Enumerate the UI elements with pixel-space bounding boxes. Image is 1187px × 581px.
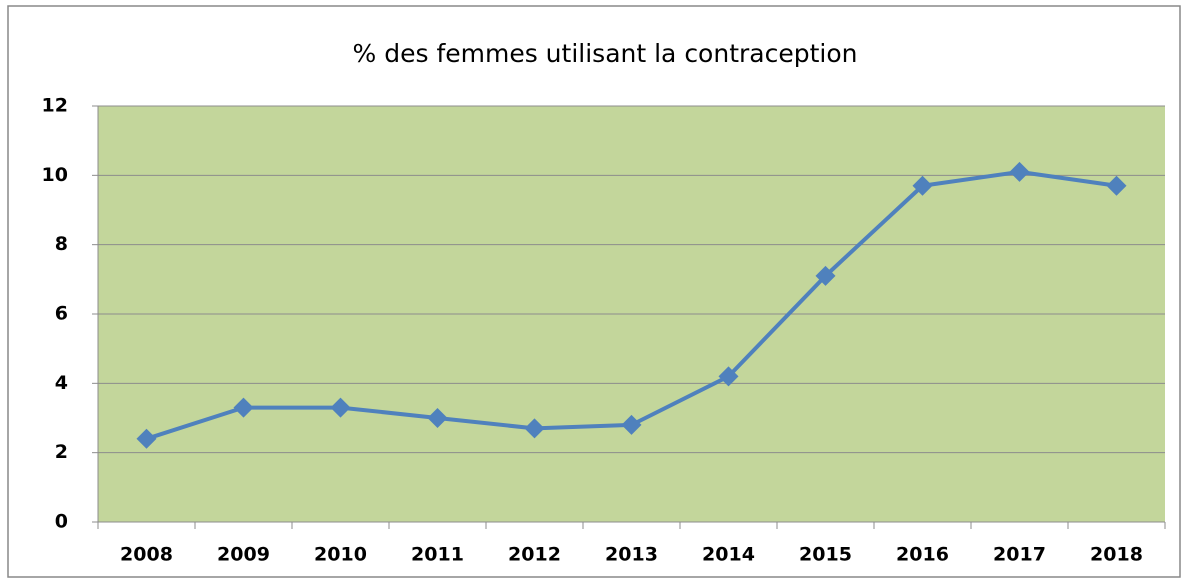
data-marker — [621, 414, 642, 435]
y-tick-label: 10 — [42, 164, 68, 186]
y-tick-label: 2 — [55, 441, 68, 463]
x-tick-label: 2010 — [314, 544, 367, 566]
y-tick-label: 0 — [55, 511, 68, 533]
data-marker — [815, 265, 836, 286]
x-tick-label: 2015 — [799, 544, 852, 566]
data-marker — [427, 408, 448, 428]
y-tick-label: 6 — [55, 303, 68, 325]
y-tick-label: 12 — [42, 95, 68, 117]
y-tick-label: 4 — [55, 372, 68, 394]
data-marker — [1009, 161, 1030, 182]
x-tick-label: 2012 — [508, 544, 561, 566]
x-tick-label: 2009 — [217, 544, 270, 566]
x-tick-label: 2018 — [1090, 544, 1143, 566]
data-marker — [330, 397, 351, 418]
x-tick-label: 2017 — [993, 544, 1046, 566]
data-marker — [136, 428, 157, 449]
x-tick-label: 2016 — [896, 544, 949, 566]
y-tick-label: 8 — [55, 233, 68, 255]
data-marker — [912, 175, 933, 196]
data-marker — [233, 397, 254, 418]
x-tick-label: 2011 — [411, 544, 464, 566]
chart-title: % des femmes utilisant la contraception — [353, 39, 858, 68]
x-tick-label: 2014 — [702, 544, 755, 566]
data-marker — [718, 366, 739, 387]
data-marker — [1106, 175, 1127, 196]
x-tick-label: 2008 — [120, 544, 173, 566]
data-marker — [524, 418, 545, 439]
x-tick-label: 2013 — [605, 544, 658, 566]
